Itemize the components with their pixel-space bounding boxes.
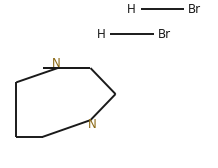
Text: Br: Br bbox=[158, 28, 171, 41]
Text: N: N bbox=[88, 118, 97, 131]
Text: H: H bbox=[97, 28, 105, 41]
Text: Br: Br bbox=[188, 3, 201, 16]
Text: N: N bbox=[52, 57, 61, 70]
Text: H: H bbox=[127, 3, 136, 16]
